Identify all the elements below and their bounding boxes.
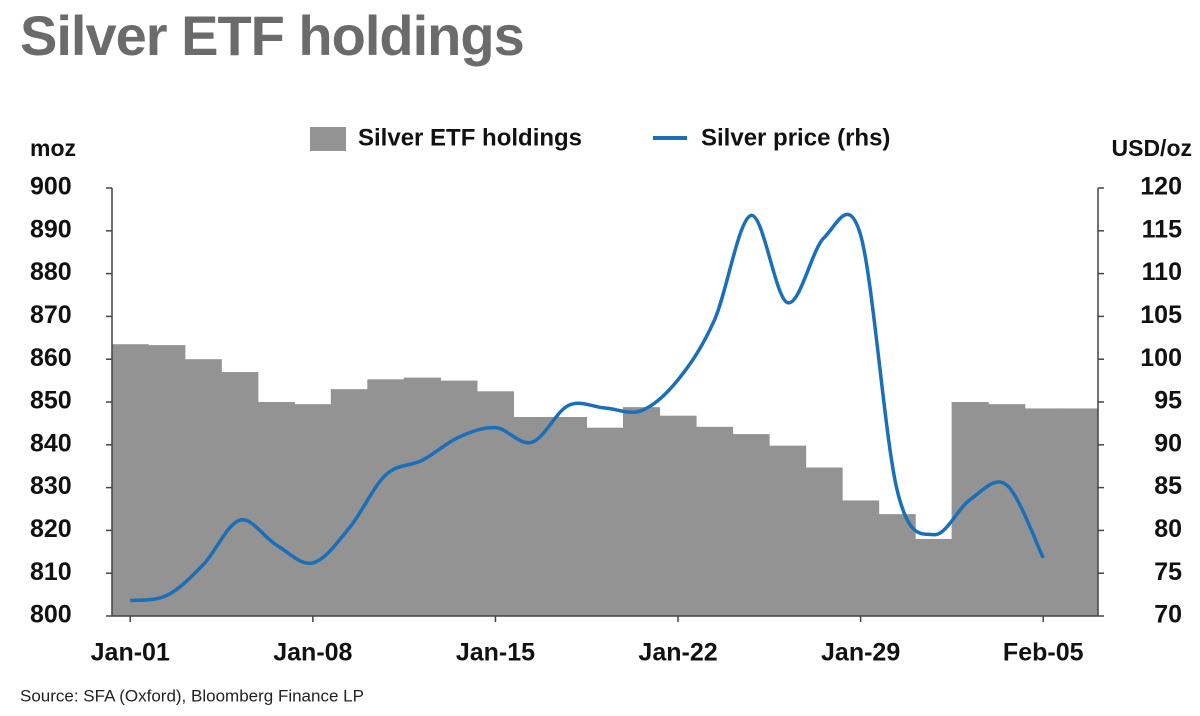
bar bbox=[440, 380, 478, 616]
bar bbox=[549, 416, 588, 616]
bar bbox=[586, 427, 624, 616]
bar bbox=[257, 402, 295, 616]
x-tick-label: Jan-08 bbox=[273, 639, 352, 667]
bar bbox=[1024, 408, 1062, 616]
chart-title: Silver ETF holdings bbox=[20, 4, 524, 67]
bar bbox=[915, 538, 953, 616]
y2-tick-label: 70 bbox=[1154, 601, 1182, 629]
legend-swatch bbox=[310, 127, 346, 151]
y2-tick-label: 100 bbox=[1140, 344, 1182, 372]
bar bbox=[805, 467, 843, 616]
bar bbox=[988, 404, 1026, 616]
x-tick-label: Jan-22 bbox=[638, 639, 717, 667]
y2-tick-label: 105 bbox=[1140, 301, 1182, 329]
y2-tick-label: 85 bbox=[1154, 472, 1182, 500]
y-axis-title: moz bbox=[30, 135, 76, 161]
bar bbox=[878, 514, 916, 616]
source-note: Source: SFA (Oxford), Bloomberg Finance … bbox=[20, 686, 364, 705]
bar bbox=[367, 379, 405, 616]
bar bbox=[111, 344, 149, 616]
bar bbox=[659, 415, 697, 616]
legend-label: Silver price (rhs) bbox=[701, 124, 890, 151]
bar bbox=[476, 391, 515, 616]
y2-tick-label: 120 bbox=[1140, 173, 1182, 201]
y-tick-label: 800 bbox=[30, 601, 72, 629]
legend-label: Silver ETF holdings bbox=[358, 124, 582, 151]
y-tick-label: 840 bbox=[30, 429, 72, 457]
y-tick-label: 870 bbox=[30, 301, 72, 329]
bar bbox=[1061, 408, 1099, 616]
y2-tick-label: 75 bbox=[1154, 558, 1182, 586]
x-tick-label: Jan-29 bbox=[821, 639, 900, 667]
bar bbox=[184, 359, 222, 616]
y2-tick-label: 95 bbox=[1154, 387, 1182, 415]
bar bbox=[732, 434, 770, 616]
y-tick-label: 810 bbox=[30, 558, 72, 586]
y2-tick-label: 90 bbox=[1154, 429, 1182, 457]
y-tick-label: 820 bbox=[30, 515, 72, 543]
y-tick-label: 880 bbox=[30, 258, 72, 286]
y2-axis-title: USD/oz bbox=[1112, 135, 1193, 161]
y-tick-label: 830 bbox=[30, 472, 72, 500]
bar bbox=[695, 426, 734, 616]
x-tick-label: Feb-05 bbox=[1003, 639, 1084, 667]
bar bbox=[148, 345, 186, 616]
bar bbox=[842, 500, 880, 616]
bar bbox=[330, 389, 368, 616]
y-tick-label: 860 bbox=[30, 344, 72, 372]
y-tick-label: 890 bbox=[30, 215, 72, 243]
bar bbox=[769, 445, 807, 616]
y-tick-label: 850 bbox=[30, 387, 72, 415]
y-tick-label: 900 bbox=[30, 173, 72, 201]
x-tick-label: Jan-15 bbox=[456, 639, 535, 667]
bar bbox=[513, 416, 551, 616]
bar bbox=[622, 407, 661, 616]
bar bbox=[951, 402, 989, 616]
x-tick-label: Jan-01 bbox=[91, 639, 170, 667]
bar bbox=[221, 372, 259, 616]
bar bbox=[403, 377, 441, 616]
y2-tick-label: 115 bbox=[1142, 215, 1182, 243]
y2-tick-label: 110 bbox=[1142, 258, 1182, 286]
price-line bbox=[130, 212, 1045, 603]
y2-tick-label: 80 bbox=[1154, 515, 1182, 543]
bar bbox=[294, 404, 332, 616]
